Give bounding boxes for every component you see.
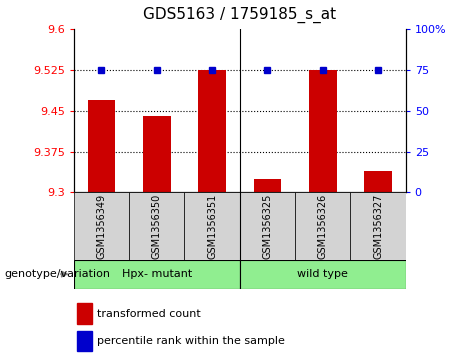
Text: GDS5163 / 1759185_s_at: GDS5163 / 1759185_s_at — [143, 7, 336, 23]
Bar — [88, 100, 115, 192]
Bar — [198, 70, 226, 192]
Text: GSM1356325: GSM1356325 — [262, 193, 272, 259]
Bar — [364, 171, 392, 192]
Text: GSM1356349: GSM1356349 — [96, 193, 106, 258]
Text: GSM1356351: GSM1356351 — [207, 193, 217, 258]
Bar — [350, 192, 406, 260]
Bar — [295, 192, 350, 260]
Bar — [184, 192, 240, 260]
Text: GSM1356326: GSM1356326 — [318, 193, 328, 258]
Bar — [77, 303, 92, 324]
Bar — [254, 179, 281, 192]
Text: GSM1356350: GSM1356350 — [152, 193, 162, 258]
Bar — [74, 260, 240, 289]
Text: percentile rank within the sample: percentile rank within the sample — [97, 336, 285, 346]
Bar — [129, 192, 184, 260]
Bar — [240, 260, 406, 289]
Bar — [309, 70, 337, 192]
Bar — [77, 331, 92, 351]
Text: genotype/variation: genotype/variation — [5, 269, 111, 279]
Text: wild type: wild type — [297, 269, 348, 279]
Bar — [143, 116, 171, 192]
Text: GSM1356327: GSM1356327 — [373, 193, 383, 259]
Text: Hpx- mutant: Hpx- mutant — [122, 269, 192, 279]
Bar — [240, 192, 295, 260]
Bar — [74, 192, 129, 260]
Text: transformed count: transformed count — [97, 309, 201, 319]
